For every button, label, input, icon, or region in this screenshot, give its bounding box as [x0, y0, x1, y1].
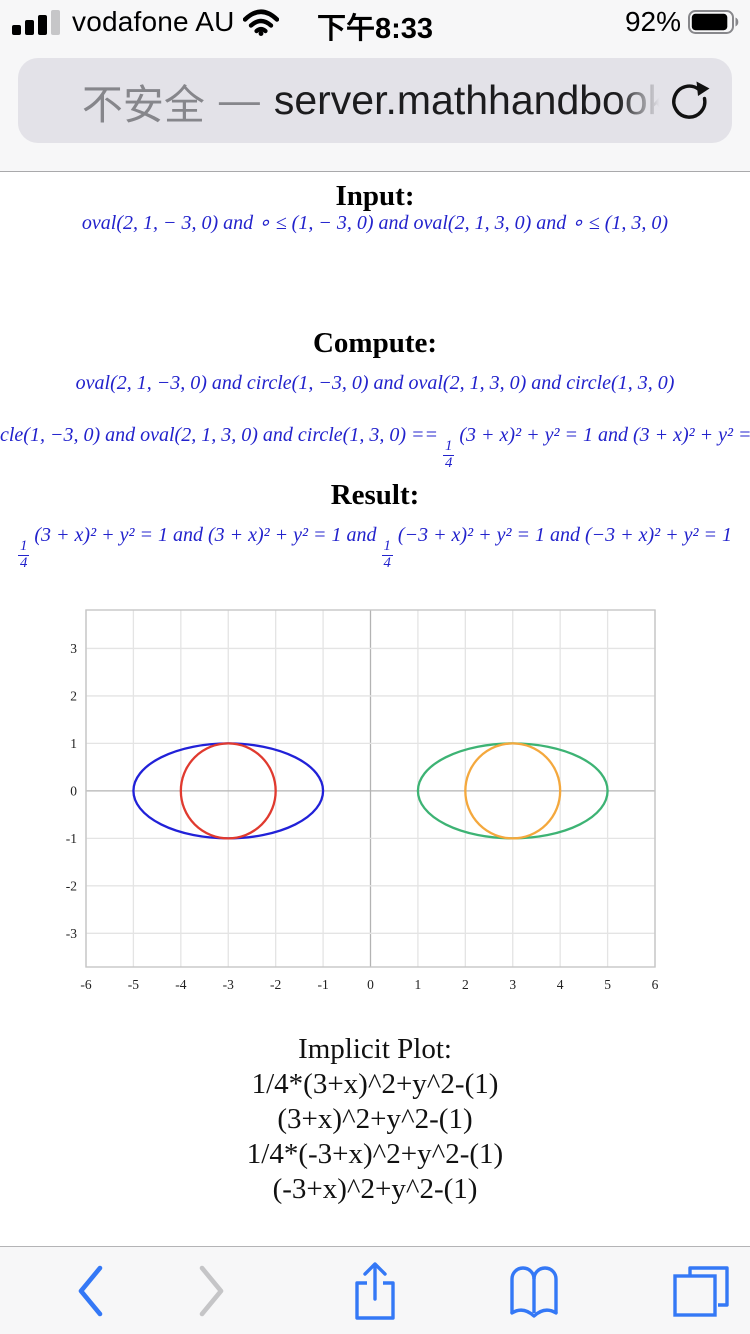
- wifi-icon: [242, 9, 279, 36]
- share-icon: [355, 1262, 395, 1320]
- compute-math-line-1: oval(2, 1, −3, 0) and circle(1, −3, 0) a…: [75, 372, 675, 394]
- status-right-group: 92%: [625, 6, 740, 38]
- security-separator: —: [218, 77, 260, 123]
- svg-text:-3: -3: [66, 926, 77, 941]
- reload-button[interactable]: [670, 80, 712, 124]
- svg-text:2: 2: [462, 977, 469, 992]
- svg-text:-1: -1: [66, 831, 77, 846]
- implicit-plot-heading: Implicit Plot:: [298, 1033, 452, 1065]
- back-button[interactable]: [72, 1247, 108, 1334]
- input-math-line: oval(2, 1, − 3, 0) and ∘ ≤ (1, − 3, 0) a…: [81, 212, 669, 234]
- svg-text:-1: -1: [317, 977, 328, 992]
- svg-text:4: 4: [557, 977, 564, 992]
- svg-text:-6: -6: [80, 977, 91, 992]
- tabs-button[interactable]: [672, 1247, 730, 1334]
- status-bar: vodafone AU 下午8:33 92%: [0, 0, 750, 45]
- implicit-eq-4: (-3+x)^2+y^2-(1): [272, 1173, 478, 1205]
- bookmarks-book-icon: [510, 1266, 558, 1318]
- implicit-eq-3: 1/4*(-3+x)^2+y^2-(1): [246, 1138, 504, 1170]
- forward-chevron-icon: [199, 1265, 224, 1317]
- status-time: 下午8:33: [316, 13, 434, 45]
- share-button[interactable]: [349, 1247, 401, 1334]
- svg-text:1: 1: [415, 977, 422, 992]
- forward-button[interactable]: [194, 1247, 230, 1334]
- svg-text:1: 1: [70, 736, 77, 751]
- status-left-group: vodafone AU: [12, 6, 279, 38]
- svg-text:-2: -2: [270, 977, 281, 992]
- url-field[interactable]: 不安全 — server.mathhandbook: [18, 58, 732, 143]
- implicit-eq-1: 1/4*(3+x)^2+y^2-(1): [251, 1068, 499, 1100]
- compute-heading: Compute:: [312, 327, 438, 359]
- svg-text:5: 5: [604, 977, 611, 992]
- safari-bottom-toolbar: [0, 1246, 750, 1334]
- compute-math-line-2: cle(1, −3, 0) and oval(2, 1, 3, 0) and c…: [0, 424, 750, 472]
- safari-top-chrome: vodafone AU 下午8:33 92% 不安全: [0, 0, 750, 172]
- tabs-pages-icon: [673, 1266, 729, 1317]
- url-text: server.mathhandbook: [273, 77, 669, 123]
- svg-text:6: 6: [652, 977, 659, 992]
- svg-text:2: 2: [70, 688, 77, 703]
- webpage-content: Input: oval(2, 1, − 3, 0) and ∘ ≤ (1, − …: [0, 172, 750, 1246]
- url-pill-text: 不安全 — server.mathhandbook: [82, 71, 668, 131]
- battery-percent-label: 92%: [624, 6, 681, 37]
- implicit-plot-chart: -6 -5 -4 -3 -2 -1 0 1 2 3 4 5 6 -3 -2 -1 0 1 2 3: [0, 608, 750, 1000]
- plot-svg: -6 -5 -4 -3 -2 -1 0 1 2 3 4 5 6 -3 -2 -1 0 1 2 3: [66, 609, 659, 992]
- svg-text:-2: -2: [66, 878, 77, 893]
- svg-text:3: 3: [70, 641, 77, 656]
- svg-text:3: 3: [509, 977, 516, 992]
- svg-text:-5: -5: [128, 977, 139, 992]
- bookmarks-button[interactable]: [500, 1247, 568, 1334]
- svg-text:-3: -3: [223, 977, 234, 992]
- svg-text:-4: -4: [175, 977, 186, 992]
- back-chevron-icon: [78, 1265, 103, 1317]
- security-label: 不安全: [81, 81, 205, 128]
- url-truncation-fade: [618, 68, 670, 133]
- carrier-label: vodafone AU: [72, 6, 235, 37]
- battery-icon: [688, 10, 739, 34]
- svg-text:0: 0: [70, 783, 77, 798]
- cellular-signal-icon: [12, 10, 60, 35]
- implicit-eq-2: (3+x)^2+y^2-(1): [277, 1103, 473, 1135]
- input-heading: Input:: [335, 180, 415, 212]
- result-heading: Result:: [330, 479, 420, 511]
- svg-text:0: 0: [367, 977, 374, 992]
